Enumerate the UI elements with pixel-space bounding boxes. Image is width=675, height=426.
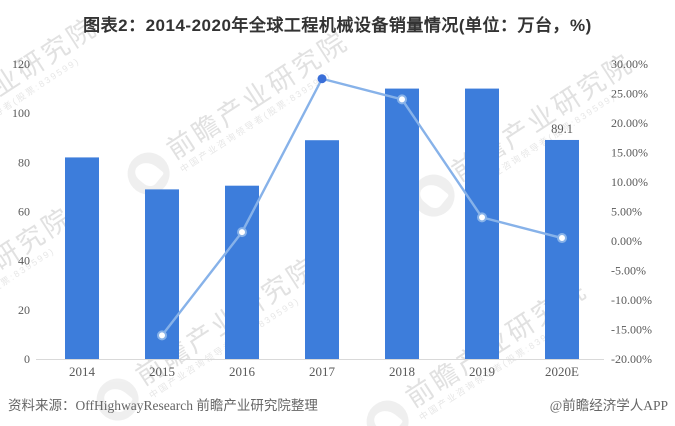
bar-2017 [305, 140, 339, 359]
right-axis-tick: 15.00% [611, 146, 648, 160]
line-point-2020E [557, 233, 567, 244]
left-axis-tick: 100 [12, 106, 30, 120]
x-axis-label-2016: 2016 [229, 364, 256, 379]
source-note: 资料来源：OffHighwayResearch 前瞻产业研究院整理 [8, 398, 318, 413]
right-axis-tick: 5.00% [611, 205, 642, 219]
right-axis-tick: 0.00% [611, 234, 642, 248]
bar-2019 [465, 88, 499, 359]
x-axis-label-2020E: 2020E [545, 364, 579, 379]
right-axis-tick: 20.00% [611, 116, 648, 130]
footer: 资料来源：OffHighwayResearch 前瞻产业研究院整理 @前瞻经济学… [8, 394, 668, 414]
line-point-2018 [397, 94, 407, 105]
left-axis-tick: 0 [24, 352, 30, 366]
chart-title: 图表2：2014-2020年全球工程机械设备销量情况(单位：万台，%) [83, 16, 592, 35]
x-axis-label-2019: 2019 [469, 364, 495, 379]
line-point-2019 [477, 212, 487, 223]
left-axis-tick: 80 [18, 155, 30, 169]
line-point-2016 [237, 227, 247, 238]
bar-2020E [545, 139, 579, 359]
bar-2018 [385, 88, 419, 359]
right-axis-tick: 10.00% [611, 175, 648, 189]
right-axis-tick: -15.00% [611, 323, 652, 337]
line-point-2015 [157, 330, 167, 341]
right-axis-tick: 25.00% [611, 87, 648, 101]
bar-2016 [225, 185, 259, 359]
bar-2014 [65, 157, 99, 359]
x-axis-label-2015: 2015 [149, 364, 175, 379]
attribution: @前瞻经济学人APP [549, 398, 668, 413]
left-axis-tick: 60 [18, 205, 30, 219]
growth-line [160, 77, 564, 337]
x-axis-label-2014: 2014 [69, 364, 96, 379]
x-axis-label-2018: 2018 [389, 364, 415, 379]
bar-value-label: 89.1 [551, 122, 573, 136]
right-axis-tick: -20.00% [611, 352, 652, 366]
left-axis-tick: 20 [18, 303, 30, 317]
x-axis-label-2017: 2017 [309, 364, 336, 379]
right-axis-tick: -5.00% [611, 264, 646, 278]
right-axis-tick: -10.00% [611, 293, 652, 307]
left-axis-tick: 120 [12, 57, 30, 71]
right-axis-tick: 30.00% [611, 57, 648, 71]
left-axis-tick: 40 [18, 254, 30, 268]
line-point-2017 [317, 74, 327, 84]
